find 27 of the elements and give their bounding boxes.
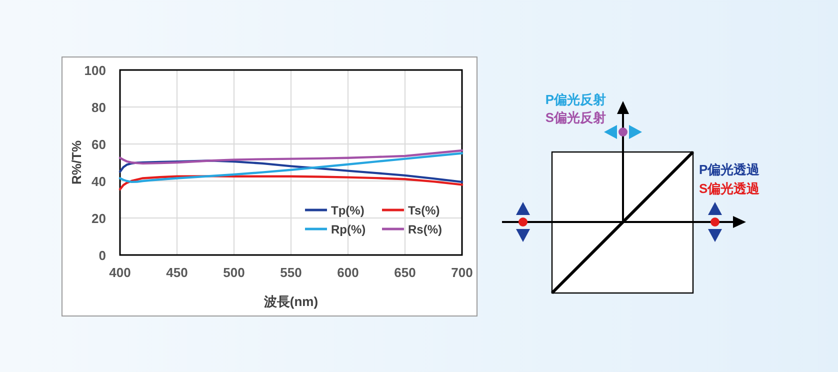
y-axis-title: R%/T% <box>69 140 84 185</box>
legend-label: Rp(%) <box>331 222 366 236</box>
line-series <box>118 160 464 184</box>
x-tick-label: 400 <box>109 265 131 280</box>
x-axis-title: 波長(nm) <box>262 294 318 309</box>
y-tick-label: 0 <box>98 248 106 263</box>
line-series <box>118 175 464 190</box>
y-tick-label: 80 <box>92 100 106 115</box>
line-series <box>118 149 464 165</box>
x-tick-label: 500 <box>223 265 245 280</box>
y-tick-label: 100 <box>84 63 106 78</box>
text: S偏光反射 <box>545 110 606 125</box>
x-tick-label: 600 <box>337 265 359 280</box>
legend-label: Tp(%) <box>331 204 364 218</box>
x-tick-label: 650 <box>394 265 416 280</box>
x-tick-label: 450 <box>166 265 188 280</box>
y-tick-label: 20 <box>92 211 106 226</box>
text: P偏光透過 <box>699 162 761 177</box>
x-tick-label: 700 <box>451 265 473 280</box>
legend-label: Ts(%) <box>408 204 440 218</box>
line-series <box>118 152 464 184</box>
text: S偏光透過 <box>699 181 761 196</box>
x-tick-label: 550 <box>280 265 302 280</box>
y-tick-label: 60 <box>92 137 106 152</box>
text: P偏光反射 <box>545 92 606 107</box>
y-tick-label: 40 <box>92 174 106 189</box>
legend-label: Rs(%) <box>408 222 442 236</box>
